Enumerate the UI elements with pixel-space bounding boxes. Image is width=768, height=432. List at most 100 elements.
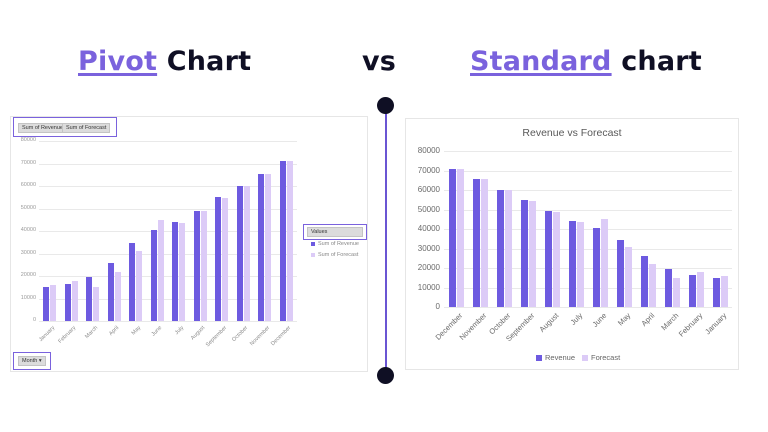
revenue-bar[interactable] — [688, 274, 696, 307]
sum-of-forecast-field-button[interactable]: Sum of Forecast — [62, 123, 111, 133]
revenue-bar[interactable] — [496, 190, 504, 307]
forecast-bar[interactable] — [93, 287, 100, 321]
y-tick-label: 40000 — [417, 224, 440, 233]
revenue-bar[interactable] — [448, 168, 456, 307]
forecast-bar[interactable] — [552, 211, 560, 307]
standard-link[interactable]: Standard — [470, 46, 612, 77]
revenue-bar[interactable] — [193, 210, 200, 321]
y-tick-label: 0 — [32, 317, 36, 323]
revenue-bar[interactable] — [215, 197, 222, 321]
sum-of-revenue-field-button[interactable]: Sum of Revenue — [18, 123, 67, 133]
revenue-bar[interactable] — [712, 277, 720, 307]
revenue-bar[interactable] — [43, 287, 50, 321]
revenue-bar[interactable] — [279, 161, 286, 321]
forecast-bar[interactable] — [222, 198, 229, 321]
forecast-bar[interactable] — [71, 280, 78, 321]
gridline — [444, 151, 732, 152]
month-field-button[interactable]: Month ▾ — [18, 356, 46, 366]
y-tick-label: 80000 — [417, 146, 440, 155]
forecast-bar[interactable] — [286, 161, 293, 321]
forecast-bar[interactable] — [600, 219, 608, 307]
gridline — [444, 268, 732, 269]
gridline — [39, 141, 297, 142]
revenue-bar[interactable] — [544, 211, 552, 307]
revenue-bar[interactable] — [616, 239, 624, 307]
forecast-bar[interactable] — [624, 246, 632, 307]
revenue-bar[interactable] — [107, 262, 114, 321]
revenue-bar[interactable] — [150, 229, 157, 321]
forecast-bar[interactable] — [456, 168, 464, 307]
forecast-bar[interactable] — [480, 179, 488, 307]
revenue-bar[interactable] — [86, 277, 93, 321]
gridline — [39, 163, 297, 165]
forecast-bar[interactable] — [157, 219, 164, 321]
y-tick-label: 40000 — [20, 227, 36, 233]
y-tick-label: 70000 — [20, 159, 36, 166]
standard-plot-area: 0 10000 20000 30000 40000 50000 60000 70000 8000… — [418, 146, 732, 343]
gridline — [39, 231, 297, 232]
x-tick-label: December — [270, 325, 293, 348]
gridline — [444, 307, 732, 308]
x-tick-label: January — [703, 311, 729, 337]
y-tick-label: 80000 — [20, 137, 36, 143]
revenue-bar[interactable] — [258, 173, 265, 321]
y-tick-label: 60000 — [20, 182, 36, 188]
forecast-bar[interactable] — [265, 173, 272, 321]
forecast-swatch-icon — [582, 355, 588, 362]
revenue-bar[interactable] — [129, 243, 136, 321]
forecast-bar[interactable] — [136, 251, 143, 321]
legend-forecast: Forecast — [582, 353, 620, 362]
legend-sum-of-forecast: Sum of Forecast — [311, 252, 358, 258]
forecast-bar[interactable] — [50, 285, 57, 321]
revenue-bar[interactable] — [64, 283, 71, 321]
divider-dot-bottom — [377, 367, 394, 384]
forecast-bar[interactable] — [243, 186, 250, 321]
forecast-bar[interactable] — [720, 275, 728, 307]
revenue-bar[interactable] — [236, 186, 243, 321]
forecast-bar[interactable] — [114, 271, 121, 321]
y-tick-label: 70000 — [417, 165, 440, 175]
forecast-bar[interactable] — [179, 223, 186, 321]
divider-dot-top — [377, 97, 394, 114]
y-tick-label: 20000 — [417, 263, 440, 272]
y-tick-label: 10000 — [417, 282, 440, 292]
y-tick-label: 60000 — [417, 185, 440, 194]
forecast-bar[interactable] — [200, 211, 207, 321]
vertical-divider — [385, 105, 387, 375]
revenue-bar[interactable] — [568, 221, 576, 307]
forecast-bar[interactable] — [528, 200, 536, 307]
gridline — [444, 248, 732, 250]
gridline — [39, 298, 297, 300]
revenue-bar[interactable] — [664, 268, 672, 307]
forecast-bar[interactable] — [672, 277, 680, 307]
y-tick-label: 10000 — [20, 294, 36, 301]
pivot-link[interactable]: Pivot — [78, 46, 158, 77]
gridline — [444, 287, 732, 289]
forecast-bar[interactable] — [576, 222, 584, 307]
forecast-bar[interactable] — [648, 264, 656, 307]
gridline — [444, 170, 732, 172]
y-tick-label: 20000 — [20, 272, 36, 278]
revenue-bar[interactable] — [640, 256, 648, 307]
gridline — [39, 253, 297, 255]
gridline — [444, 229, 732, 230]
gridline — [39, 276, 297, 277]
forecast-bar[interactable] — [696, 271, 704, 307]
legend-revenue: Revenue — [536, 353, 575, 362]
y-tick-label: 50000 — [417, 204, 440, 214]
standard-chart-panel: Revenue vs Forecast 0 10000 20000 30000 4000… — [405, 118, 739, 370]
revenue-bar[interactable] — [520, 199, 528, 307]
revenue-bar[interactable] — [472, 179, 480, 307]
legend-sum-of-revenue: Sum of Revenue — [311, 241, 359, 247]
gridline — [444, 190, 732, 191]
values-field-button[interactable]: Values — [307, 227, 363, 237]
forecast-bar[interactable] — [504, 190, 512, 307]
gridline — [444, 209, 732, 211]
heading-standard-chart: Standard chart — [470, 46, 702, 77]
forecast-swatch-icon — [311, 252, 315, 257]
revenue-bar[interactable] — [172, 222, 179, 321]
revenue-bar[interactable] — [592, 228, 600, 307]
pivot-plot-area: 0 10000 20000 30000 40000 50000 60000 70000 8000… — [21, 137, 297, 348]
gridline — [39, 186, 297, 187]
revenue-swatch-icon — [536, 355, 542, 362]
